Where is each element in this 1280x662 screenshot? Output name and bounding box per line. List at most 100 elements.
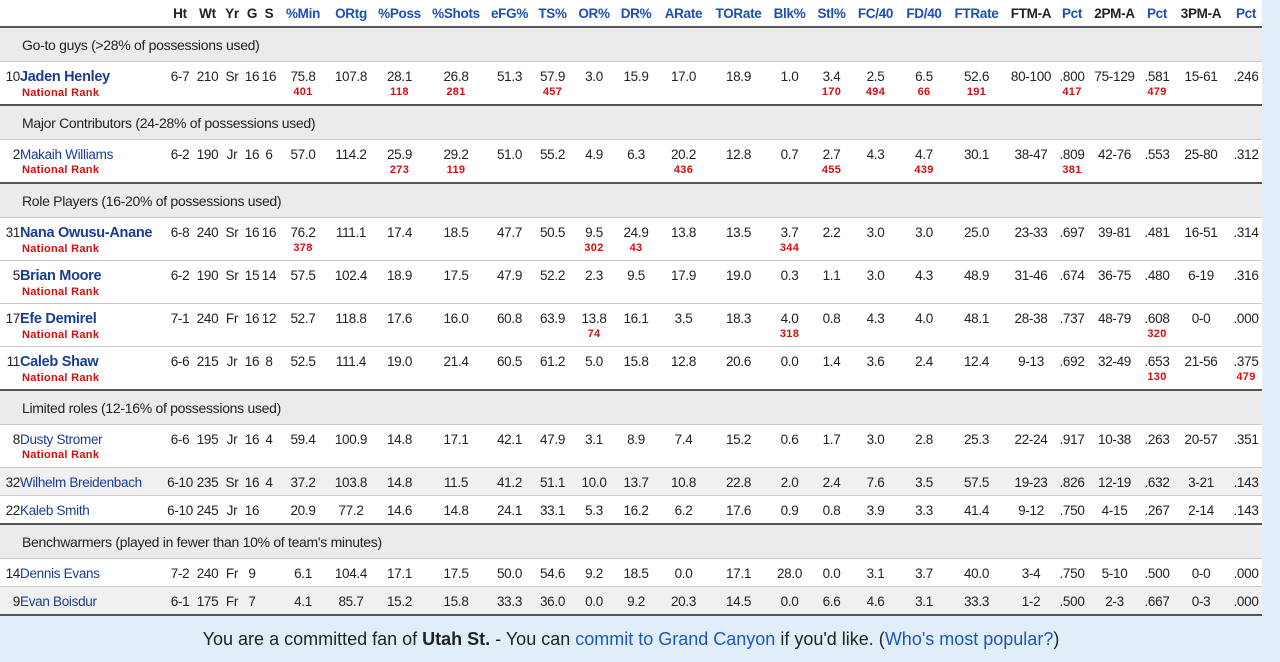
stat-value: 23-33	[1014, 225, 1048, 240]
stat-rank: 118	[390, 86, 409, 98]
footer-text: - You can	[490, 629, 576, 649]
column-header[interactable]: %Poss	[374, 0, 425, 27]
commit-link[interactable]: commit to Grand Canyon	[575, 629, 776, 649]
stat-value: 3.0	[866, 268, 885, 283]
stat-cell: .500	[1142, 558, 1172, 587]
info-cell: 6	[260, 139, 278, 183]
stat-value: 63.9	[539, 311, 566, 326]
player-name[interactable]: Brian Moore	[20, 268, 102, 284]
column-header[interactable]: FC/40	[851, 0, 900, 27]
stat-value: 1.0	[780, 69, 799, 84]
stat-value: 2.7	[822, 147, 841, 162]
stat-cell: 14.6	[374, 495, 425, 524]
player-name[interactable]: Kaleb Smith	[20, 503, 90, 518]
stat-cell: .632	[1142, 467, 1172, 496]
stat-cell: .750	[1057, 558, 1087, 587]
stat-cell: 38-47	[1005, 139, 1057, 183]
info-s: 6	[265, 147, 273, 162]
stat-cell: 6.6	[812, 586, 851, 616]
stat-value: 3.7	[780, 225, 799, 240]
stat-cell: 4.0	[900, 303, 948, 347]
player-name[interactable]: Makaih Williams	[20, 147, 114, 162]
stat-cell: 17.6	[710, 495, 767, 524]
stat-cell: 13.5	[710, 217, 767, 261]
stat-cell: 2-14	[1172, 495, 1230, 524]
column-header[interactable]: Blk%	[767, 0, 812, 27]
player-row: 17Efe Demirel National Rank 7-1 240 Fr 16 12 52…	[0, 303, 1262, 347]
stat-value: 2.5	[866, 69, 885, 84]
stat-value: 57.9	[539, 69, 566, 84]
stat-value: 20.2	[670, 147, 697, 162]
stat-value: 36.0	[539, 594, 566, 609]
stat-cell: 19.0	[710, 260, 767, 304]
player-name[interactable]: Efe Demirel	[20, 311, 97, 327]
column-header[interactable]: DR%	[615, 0, 657, 27]
player-name[interactable]: Dusty Stromer	[20, 432, 103, 447]
column-header[interactable]: FD/40	[900, 0, 948, 27]
footer-text: if you'd like. (	[775, 629, 885, 649]
stat-cell: .608 320	[1142, 303, 1172, 347]
column-header[interactable]: ORtg	[328, 0, 374, 27]
info-wt: 215	[196, 354, 219, 369]
column-header[interactable]: Stl%	[812, 0, 851, 27]
player-name[interactable]: Dennis Evans	[20, 566, 100, 581]
stat-value: 0.0	[674, 566, 693, 581]
group-row: Major Contributors (24-28% of possession…	[0, 104, 1262, 140]
stat-value: 3.3	[915, 503, 933, 518]
stat-value: 47.9	[539, 432, 566, 447]
info-cell: 12	[260, 303, 278, 347]
stat-cell: 1-2	[1005, 586, 1057, 616]
stat-value: 2.8	[915, 432, 933, 447]
stat-value: 15.2	[386, 594, 413, 609]
stat-value: .481	[1144, 225, 1170, 240]
stat-value: 3.1	[866, 566, 885, 581]
player-name[interactable]: Jaden Henley	[20, 69, 110, 85]
player-name[interactable]: Wilhelm Breidenbach	[20, 475, 142, 490]
player-number: 17	[5, 311, 21, 326]
stat-cell: 18.5	[615, 558, 657, 587]
player-name[interactable]: Evan Boisdur	[20, 594, 97, 609]
column-header[interactable]: %Shots	[425, 0, 487, 27]
popular-link[interactable]: Who's most popular?	[884, 629, 1054, 649]
column-header[interactable]: eFG%	[487, 0, 532, 27]
player-number: 14	[5, 566, 21, 581]
stat-value: .312	[1233, 147, 1259, 162]
stat-value: 9.2	[627, 594, 645, 609]
column-header[interactable]: %Min	[278, 0, 328, 27]
stat-value: 17.1	[725, 566, 752, 581]
stat-rank: 273	[389, 164, 410, 176]
stat-cell: 57.5	[948, 467, 1005, 496]
column-header[interactable]: TORate	[710, 0, 767, 27]
player-number: 9	[12, 594, 21, 609]
stat-cell: 14.8	[374, 424, 425, 468]
info-cell: 6-10	[165, 495, 195, 524]
stat-value: 48-79	[1097, 311, 1132, 326]
info-cell: Fr	[220, 303, 244, 347]
stat-cell: 25.9 273	[374, 139, 425, 183]
column-header[interactable]: Pct	[1230, 0, 1262, 27]
stat-cell: 0.0	[812, 558, 851, 587]
player-name[interactable]: Caleb Shaw	[20, 354, 99, 370]
player-line: 32Wilhelm Breidenbach	[0, 469, 165, 492]
info-wt: 195	[196, 432, 219, 447]
player-name[interactable]: Nana Owusu-Anane	[20, 225, 153, 241]
column-header[interactable]: OR%	[573, 0, 615, 27]
stat-value: 4.9	[585, 147, 603, 162]
stat-cell: 41.4	[948, 495, 1005, 524]
column-header[interactable]: FTRate	[948, 0, 1005, 27]
column-header[interactable]: Pct	[1057, 0, 1087, 27]
column-header[interactable]: TS%	[532, 0, 573, 27]
info-cell	[260, 558, 278, 587]
info-wt: 235	[196, 475, 219, 490]
column-header[interactable]: ARate	[657, 0, 710, 27]
stat-cell: 15.2	[374, 586, 425, 616]
stat-value: 17.5	[443, 268, 469, 283]
column-header[interactable]: Pct	[1142, 0, 1172, 27]
stat-value: .263	[1144, 432, 1170, 447]
stat-cell: .826	[1057, 467, 1087, 496]
stat-cell: 9-12	[1005, 495, 1057, 524]
stat-value: 19.0	[725, 268, 752, 283]
stat-cell: 17.1	[374, 558, 425, 587]
stat-cell: 15-61	[1172, 61, 1230, 105]
stat-value: 10-38	[1097, 432, 1132, 447]
